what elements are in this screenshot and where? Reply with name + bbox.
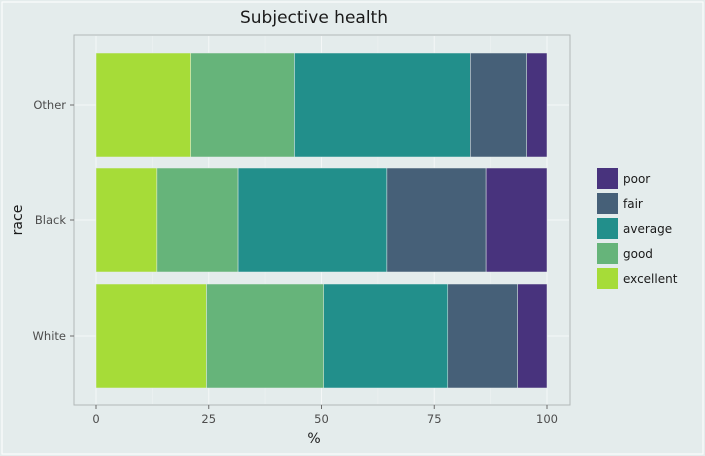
- x-tick-label: 75: [427, 412, 442, 426]
- bar-segment-excellent: [95, 52, 191, 158]
- bar-segment-poor: [526, 52, 548, 158]
- bar-segment-average: [237, 167, 388, 273]
- bar-segment-good: [156, 167, 239, 273]
- legend: poor fair average good excellent: [597, 168, 678, 289]
- x-tick-label: 0: [92, 412, 99, 426]
- bar-segment-fair: [447, 283, 518, 389]
- legend-swatch-excellent: [597, 268, 618, 289]
- bar-segment-average: [294, 52, 471, 158]
- y-axis: White Black Other: [33, 98, 74, 343]
- chart-title: Subjective health: [240, 8, 388, 28]
- x-tick-label: 50: [314, 412, 329, 426]
- bar-segment-excellent: [95, 167, 158, 273]
- legend-label-fair: fair: [623, 197, 643, 211]
- bar-segment-good: [190, 52, 295, 158]
- legend-swatch-average: [597, 218, 618, 239]
- bar-segment-average: [323, 283, 449, 389]
- y-tick-label: White: [33, 329, 66, 343]
- legend-swatch-poor: [597, 168, 618, 189]
- bar-segment-good: [206, 283, 325, 389]
- bars: [95, 52, 548, 389]
- legend-label-average: average: [623, 222, 672, 236]
- y-tick-label: Other: [33, 98, 66, 112]
- x-axis: 0 25 50 75 100: [92, 405, 558, 426]
- y-tick-label: Black: [35, 213, 66, 227]
- bar-segment-poor: [485, 167, 548, 273]
- legend-label-poor: poor: [623, 172, 650, 186]
- bar-segment-poor: [517, 283, 548, 389]
- legend-swatch-good: [597, 243, 618, 264]
- legend-label-good: good: [623, 247, 653, 261]
- bar-segment-fair: [386, 167, 487, 273]
- x-tick-label: 100: [536, 412, 558, 426]
- bar-segment-excellent: [95, 283, 207, 389]
- legend-swatch-fair: [597, 193, 618, 214]
- y-axis-title: race: [10, 205, 26, 236]
- bar-segment-fair: [470, 52, 527, 158]
- legend-label-excellent: excellent: [623, 272, 678, 286]
- x-axis-title: %: [307, 431, 320, 447]
- x-tick-label: 25: [201, 412, 216, 426]
